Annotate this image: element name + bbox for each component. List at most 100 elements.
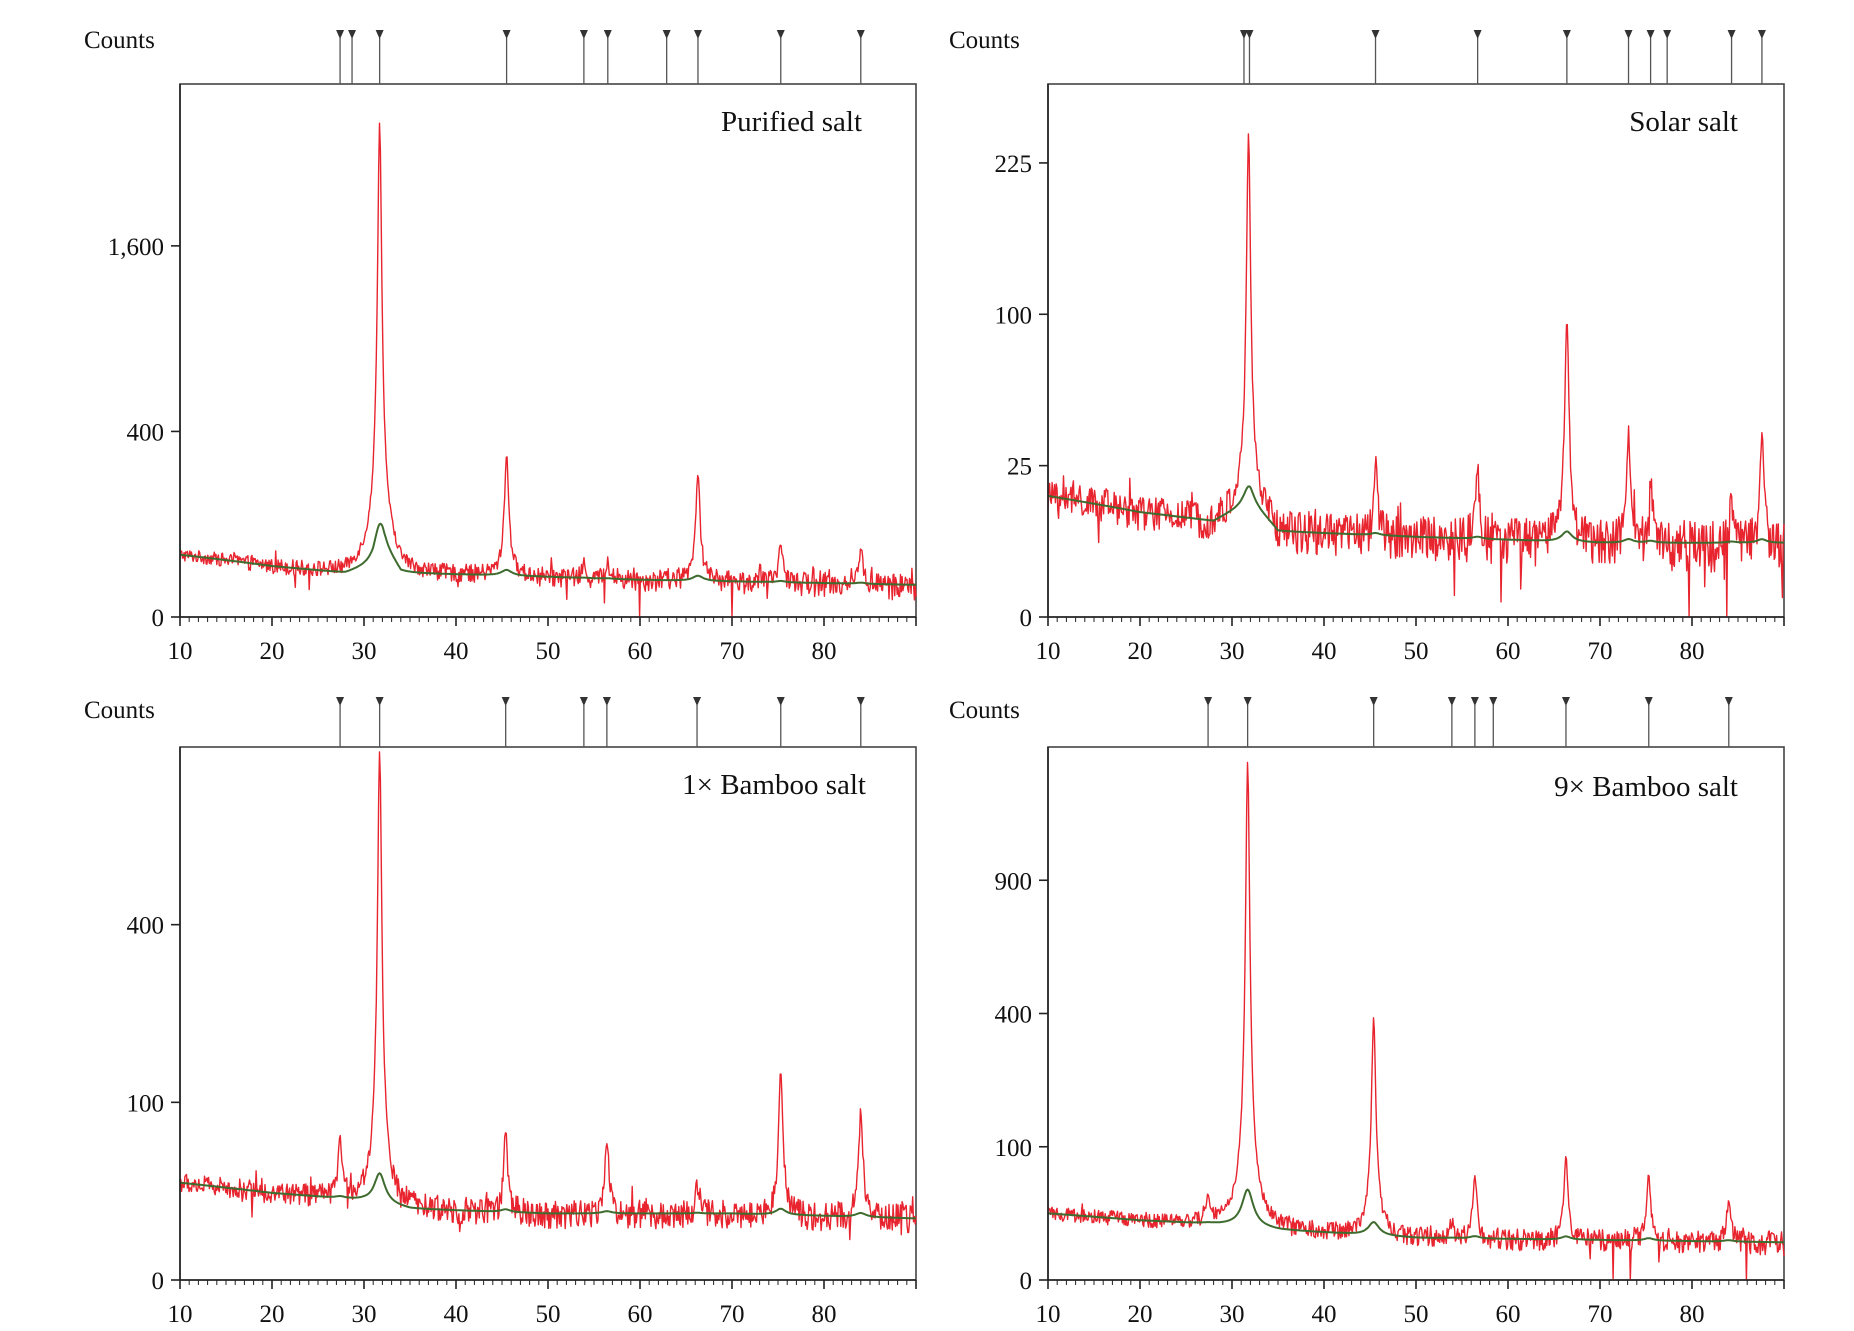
y-axis-label: Counts [949,697,1020,724]
panel-title: 1× Bamboo salt [682,769,866,801]
x-tick-label: 80 [1680,638,1705,665]
x-tick-label: 70 [1588,1301,1613,1328]
x-tick-label: 20 [260,638,285,665]
reference-peak-marker-head [579,697,588,706]
x-tick-label: 50 [536,1301,561,1328]
x-tick-label: 30 [352,1301,377,1328]
x-tick-label: 40 [1312,1301,1337,1328]
reference-peak-marker-head [501,697,510,706]
x-tick-label: 10 [1036,638,1061,665]
reference-peak-marker-head [856,697,865,706]
reference-peak-marker-head [1727,30,1736,39]
x-tick-label: 10 [1036,1301,1061,1328]
reference-peak-marker-head [1646,30,1655,39]
x-tick-label: 70 [1588,638,1613,665]
x-tick-label: 30 [1220,638,1245,665]
x-tick-label: 80 [812,1301,837,1328]
panel-4: Counts 9× Bamboo salt 10 20 30 40 50 60 70 80 0 100… [949,697,1785,1328]
panel-1: Counts Purified salt 10 20 30 40 50 60 70 80 0 400 1… [84,27,917,665]
reference-peak-marker-head [579,30,588,39]
reference-peak-marker-head [1624,30,1633,39]
panel-title: Purified salt [721,106,862,138]
reference-peak-marker-head [776,30,785,39]
panel-3: Counts 1× Bamboo salt 10 20 30 40 50 60 70 80 0 100… [84,697,917,1328]
plot-frame [1047,746,1785,1281]
background-fit-line [1047,1188,1784,1244]
reference-peak-marker-head [1473,30,1482,39]
x-tick-label: 30 [1220,1301,1245,1328]
x-tick-label: 60 [1496,638,1521,665]
y-tick-label: 400 [995,1002,1033,1029]
x-tick-label: 70 [720,1301,745,1328]
reference-peak-marker-head [856,30,865,39]
diffraction-pattern-line [1047,761,1785,1281]
y-axis-label: Counts [949,27,1020,54]
reference-peak-marker-head [603,30,612,39]
x-tick-label: 60 [628,638,653,665]
background-fit-line [1047,485,1784,544]
reference-peak-marker-head [776,697,785,706]
y-tick-label: 0 [1020,1268,1033,1295]
reference-peak-marker-head [1239,30,1248,39]
y-tick-label: 100 [995,302,1033,329]
y-tick-label: 0 [152,1268,165,1295]
y-axis-label: Counts [84,27,155,54]
reference-peak-marker-head [375,30,384,39]
panel-title: Solar salt [1629,106,1738,138]
panel-title: 9× Bamboo salt [1554,771,1738,803]
y-tick-label: 900 [995,868,1033,895]
reference-peak-marker-head [1562,30,1571,39]
reference-peak-marker-head [693,30,702,39]
y-tick-label: 0 [1020,605,1033,632]
x-tick-label: 80 [812,638,837,665]
reference-peak-marker-head [1369,697,1378,706]
reference-peak-marker-head [1245,30,1254,39]
panel-2: Counts Solar salt 10 20 30 40 50 60 70 80 0 25 100 22… [949,27,1785,665]
reference-peak-marker-head [348,30,357,39]
y-tick-label: 0 [152,605,165,632]
reference-peak-marker-head [1204,697,1213,706]
x-tick-label: 20 [260,1301,285,1328]
x-tick-label: 60 [628,1301,653,1328]
reference-peak-marker-head [336,30,345,39]
y-tick-label: 400 [127,913,165,940]
y-tick-label: 100 [995,1135,1033,1162]
x-tick-label: 40 [1312,638,1337,665]
y-tick-label: 225 [995,151,1033,178]
x-tick-label: 20 [1128,638,1153,665]
background-fit-line [180,1172,916,1220]
x-tick-label: 50 [536,638,561,665]
reference-peak-marker-head [1724,697,1733,706]
x-tick-label: 50 [1404,1301,1429,1328]
x-tick-label: 80 [1680,1301,1705,1328]
x-tick-label: 40 [444,638,469,665]
x-tick-label: 60 [1496,1301,1521,1328]
reference-peak-marker-head [502,30,511,39]
x-tick-label: 40 [444,1301,469,1328]
diffraction-pattern-line [179,751,917,1241]
y-tick-label: 1,600 [108,234,164,261]
background-fit-line [179,522,916,586]
diffraction-pattern-line [179,122,917,618]
reference-peak-marker-head [693,697,702,706]
reference-peak-marker-head [1757,30,1766,39]
y-tick-label: 25 [1007,454,1032,481]
diffraction-pattern-line [1047,133,1785,618]
reference-peak-marker-head [662,30,671,39]
reference-peak-marker-head [1561,697,1570,706]
x-tick-label: 70 [720,638,745,665]
reference-peak-marker-head [1243,697,1252,706]
plot-frame [179,83,917,618]
x-tick-label: 10 [168,638,193,665]
reference-peak-marker-head [1644,697,1653,706]
reference-peak-marker-head [1470,697,1479,706]
x-tick-label: 10 [168,1301,193,1328]
x-tick-label: 30 [352,638,377,665]
y-tick-label: 100 [127,1090,165,1117]
reference-peak-marker-head [375,697,384,706]
y-tick-label: 400 [127,419,165,446]
x-tick-label: 50 [1404,638,1429,665]
reference-peak-marker-head [602,697,611,706]
reference-peak-marker-head [1663,30,1672,39]
